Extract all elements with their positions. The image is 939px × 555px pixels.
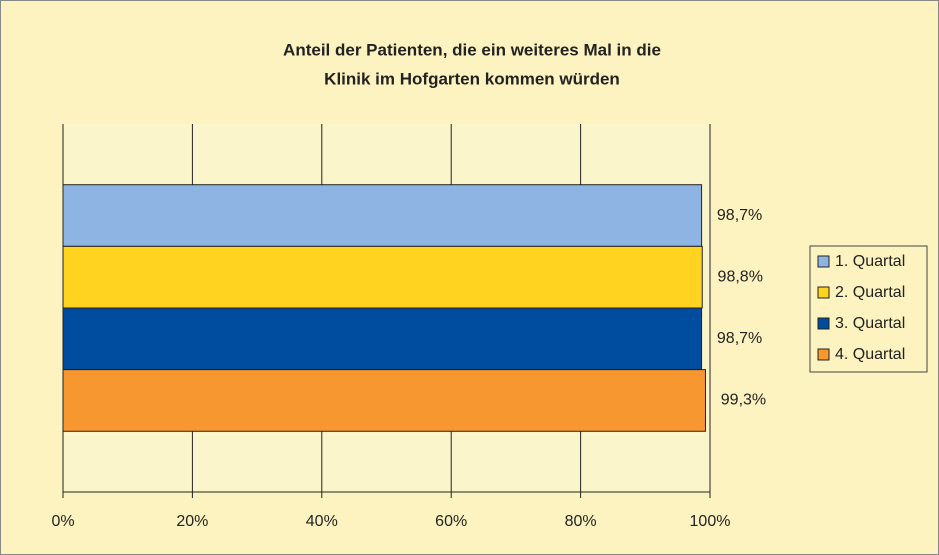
- data-label: 98,7%: [717, 207, 762, 224]
- legend-label: 1. Quartal: [835, 253, 905, 270]
- legend-swatch: [817, 255, 830, 268]
- legend-swatch: [817, 348, 830, 361]
- bar: [62, 369, 706, 432]
- legend-label: 4. Quartal: [835, 346, 905, 363]
- legend-swatch: [817, 317, 830, 330]
- data-label: 99,3%: [721, 392, 766, 409]
- chart-title: Klinik im Hofgarten kommen würden: [324, 69, 620, 88]
- x-tick-label: 20%: [176, 513, 208, 530]
- bar: [62, 184, 703, 247]
- x-tick-label: 60%: [435, 513, 467, 530]
- legend-label: 3. Quartal: [835, 315, 905, 332]
- legend-label: 2. Quartal: [835, 284, 905, 301]
- x-tick-label: 80%: [565, 513, 597, 530]
- legend-swatch: [817, 286, 830, 299]
- bar: [62, 307, 703, 371]
- data-label: 98,7%: [717, 330, 762, 347]
- x-tick-label: 0%: [51, 513, 74, 530]
- x-tick-label: 40%: [306, 513, 338, 530]
- chart-title: Anteil der Patienten, die ein weiteres M…: [283, 40, 661, 59]
- x-tick-label: 100%: [690, 513, 731, 530]
- data-label: 98,8%: [718, 268, 763, 285]
- bar: [62, 245, 703, 309]
